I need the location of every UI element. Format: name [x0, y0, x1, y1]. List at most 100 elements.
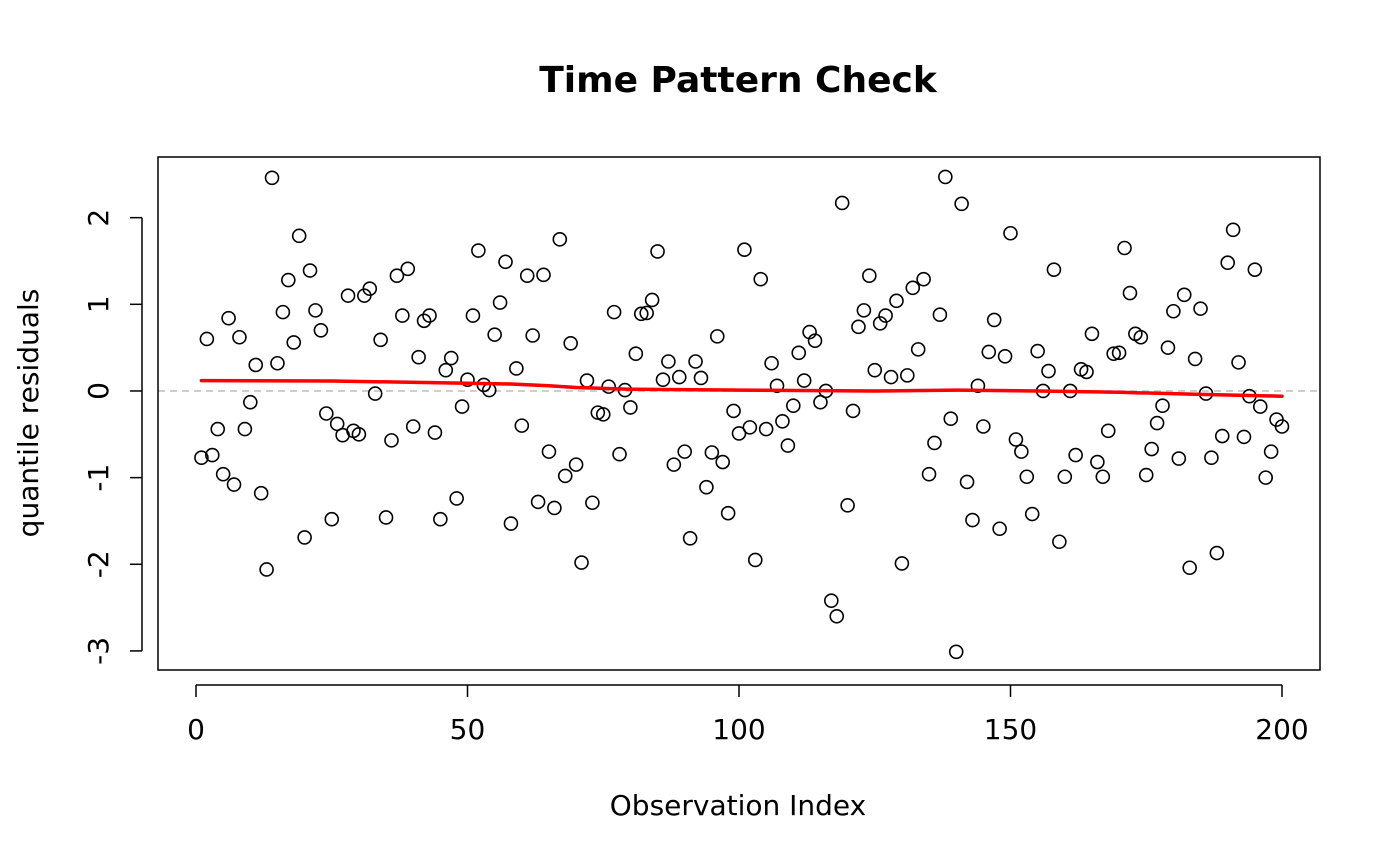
data-point: [1160, 340, 1176, 355]
data-point: [308, 303, 323, 318]
data-point: [742, 420, 758, 435]
data-point: [443, 350, 459, 366]
y-tick-label: 1: [82, 295, 115, 313]
data-point: [498, 254, 513, 270]
data-point: [606, 304, 622, 320]
data-point: [471, 243, 486, 258]
data-point: [633, 306, 649, 322]
data-point: [362, 281, 378, 297]
data-point: [319, 406, 334, 421]
data-point: [411, 349, 426, 365]
y-tick-label: 2: [82, 209, 115, 227]
data-point: [487, 327, 502, 342]
data-point: [655, 372, 671, 388]
data-point: [900, 368, 915, 383]
data-point: [1171, 451, 1187, 466]
data-point: [894, 556, 910, 571]
data-point: [769, 378, 785, 394]
data-point: [525, 328, 540, 343]
data-point: [1068, 447, 1083, 463]
data-point: [661, 354, 676, 369]
data-point: [503, 516, 519, 531]
data-point: [264, 170, 280, 186]
data-point: [992, 521, 1007, 537]
data-point: [509, 361, 524, 376]
data-point: [807, 333, 823, 349]
data-point: [1187, 351, 1203, 367]
data-point: [715, 454, 731, 470]
x-tick-label: 200: [1255, 713, 1308, 746]
data-point: [851, 319, 866, 335]
data-point: [726, 403, 741, 419]
x-tick-label: 0: [187, 713, 205, 746]
x-tick-label: 50: [450, 713, 486, 746]
data-point: [834, 195, 850, 211]
data-point: [536, 267, 551, 283]
data-point: [433, 511, 448, 527]
data-point: [628, 346, 644, 362]
data-point: [1041, 363, 1056, 379]
data-point: [541, 444, 557, 459]
data-point: [367, 386, 383, 401]
data-point: [639, 305, 654, 321]
data-point: [552, 232, 568, 247]
data-point: [986, 312, 1002, 328]
data-point: [677, 444, 693, 459]
data-point: [1095, 469, 1111, 485]
data-point: [824, 593, 839, 608]
data-point: [943, 411, 959, 426]
chart-title: Time Pattern Check: [539, 60, 938, 101]
data-point: [981, 344, 997, 360]
data-point: [1176, 287, 1192, 303]
smooth-trend-line: [199, 378, 1284, 398]
data-point: [291, 228, 307, 244]
data-point: [1225, 222, 1241, 238]
data-point: [1258, 470, 1274, 485]
data-point: [351, 426, 367, 442]
data-point: [747, 552, 763, 568]
data-point: [644, 292, 660, 308]
data-point: [259, 562, 274, 577]
data-point: [1003, 225, 1018, 241]
data-point: [1084, 326, 1100, 342]
data-point: [514, 418, 530, 433]
y-tick-label: -2: [82, 550, 115, 578]
data-point: [1247, 262, 1263, 277]
data-point: [199, 331, 215, 347]
data-point: [204, 447, 220, 463]
data-point: [530, 494, 546, 510]
data-point: [449, 491, 464, 506]
data-point: [547, 500, 562, 516]
data-point: [237, 421, 253, 437]
x-axis-label: Observation Index: [610, 789, 866, 822]
data-point: [737, 242, 752, 258]
data-point: [416, 313, 432, 329]
data-point: [1106, 346, 1121, 362]
data-point: [889, 293, 904, 309]
data-point: [324, 511, 340, 527]
data-point: [585, 495, 600, 511]
data-point: [997, 349, 1013, 364]
data-point: [1204, 450, 1219, 465]
data-point: [764, 355, 779, 371]
smooth-line-layer: [199, 378, 1284, 398]
data-point: [1220, 255, 1235, 271]
data-point: [1214, 428, 1230, 444]
data-point: [867, 362, 883, 378]
data-point: [872, 316, 888, 331]
data-point: [378, 510, 394, 525]
data-point: [883, 369, 899, 385]
data-point: [1193, 301, 1208, 316]
x-axis: 0 50 100 150 200: [187, 684, 1309, 746]
data-point: [297, 530, 312, 545]
data-point: [253, 485, 269, 501]
data-point: [286, 335, 302, 350]
y-tick-label: -3: [82, 637, 115, 665]
data-point: [519, 268, 535, 284]
data-point: [862, 268, 877, 284]
data-point: [612, 446, 627, 462]
data-point: [829, 608, 845, 624]
data-point: [623, 400, 638, 415]
data-point: [395, 308, 410, 323]
data-point: [699, 479, 714, 495]
